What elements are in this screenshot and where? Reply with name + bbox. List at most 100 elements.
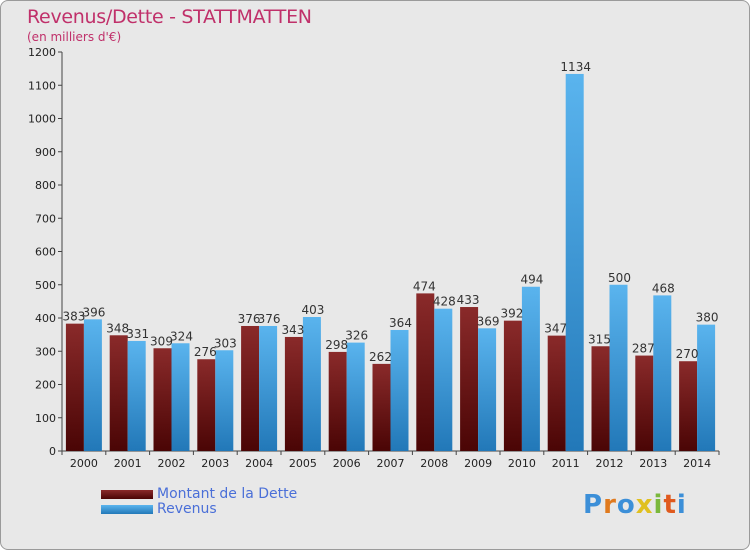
bar-revenus [434,308,453,451]
data-label: 324 [170,329,193,343]
bar-revenus [653,295,672,451]
bar-dette [65,323,84,451]
bar-dette [679,361,698,451]
logo-letter: i [676,490,687,520]
bar-revenus [609,284,628,451]
data-label: 276 [194,345,217,359]
y-tick-label: 0 [49,445,56,458]
x-tick-label: 2005 [289,457,317,470]
bar-revenus [171,343,190,451]
legend-label-revenus: Revenus [157,501,217,517]
legend-swatch-debt [101,490,153,499]
bar-dette [197,359,216,451]
data-label: 428 [433,295,456,309]
legend-label-debt: Montant de la Dette [157,486,298,502]
bar-dette [547,335,566,451]
data-label: 303 [214,336,237,350]
x-tick-label: 2007 [377,457,405,470]
bar-dette [109,335,128,451]
data-label: 287 [632,342,655,356]
bar-dette [241,325,260,451]
y-tick-label: 200 [35,379,56,392]
data-label: 392 [500,307,523,321]
data-label: 1134 [560,60,591,74]
bar-revenus [215,350,234,451]
logo-letter: t [663,490,677,520]
data-label: 347 [544,322,567,336]
x-tick-label: 2002 [158,457,186,470]
y-tick-label: 1100 [28,79,56,92]
data-label: 364 [389,316,412,330]
y-tick-label: 400 [35,312,56,325]
x-tick-label: 2001 [114,457,142,470]
data-label: 396 [82,305,105,319]
y-tick-label: 1200 [28,46,56,59]
data-label: 326 [345,329,368,343]
x-tick-label: 2003 [201,457,229,470]
bar-dette [635,355,654,451]
data-label: 474 [413,279,436,293]
data-label: 315 [588,332,611,346]
bar-revenus [127,340,146,451]
bar-dette [460,307,479,451]
bar-dette [153,348,172,451]
x-tick-label: 2008 [420,457,448,470]
x-tick-label: 2012 [596,457,624,470]
data-label: 369 [477,314,500,328]
bar-revenus [565,73,584,451]
x-tick-label: 2014 [683,457,711,470]
x-tick-label: 2013 [639,457,667,470]
chart-data-labels: 3833483092763763432982624744333923473152… [62,60,718,364]
chart-bars [65,73,716,451]
data-label: 433 [457,293,480,307]
y-tick-label: 900 [35,146,56,159]
data-label: 380 [696,311,719,325]
bar-dette [372,363,391,451]
bar-revenus [521,286,540,451]
bar-dette [503,320,522,451]
bar-revenus [302,317,321,451]
logo-letter: i [653,490,664,520]
y-tick-label: 100 [35,412,56,425]
y-tick-label: 700 [35,212,56,225]
bar-revenus [83,319,102,451]
data-label: 309 [150,334,173,348]
data-label: 262 [369,350,392,364]
x-tick-label: 2010 [508,457,536,470]
bar-dette [284,336,303,451]
y-tick-label: 500 [35,279,56,292]
logo-letter: o [616,490,636,520]
y-tick-label: 300 [35,345,56,358]
bar-revenus [259,325,278,451]
x-tick-label: 2011 [552,457,580,470]
data-label: 383 [62,310,85,324]
bar-revenus [478,328,497,451]
x-tick-label: 2006 [333,457,361,470]
chart-title: Revenus/Dette - STATTMATTEN [27,6,312,28]
data-label: 343 [281,323,304,337]
logo-letter: x [635,490,654,520]
data-label: 270 [676,347,699,361]
data-label: 403 [301,303,324,317]
bar-dette [591,346,610,451]
y-tick-label: 800 [35,179,56,192]
data-label: 376 [238,312,261,326]
y-tick-label: 1000 [28,113,56,126]
chart-axes: 0 100 200 300 400 500 600 700 800 900 1000 1100 1200… [28,46,720,470]
bar-revenus [390,329,409,451]
data-label: 331 [126,327,149,341]
chart-subtitle: (en milliers d'€) [27,30,122,44]
bar-dette [328,351,347,451]
bar-dette [416,293,435,451]
x-tick-label: 2004 [245,457,273,470]
data-label: 376 [258,312,281,326]
data-label: 348 [106,321,129,335]
y-tick-label: 600 [35,246,56,259]
data-label: 500 [608,271,631,285]
data-label: 494 [520,273,543,287]
data-label: 468 [652,281,675,295]
x-tick-label: 2009 [464,457,492,470]
bar-revenus [697,324,716,451]
